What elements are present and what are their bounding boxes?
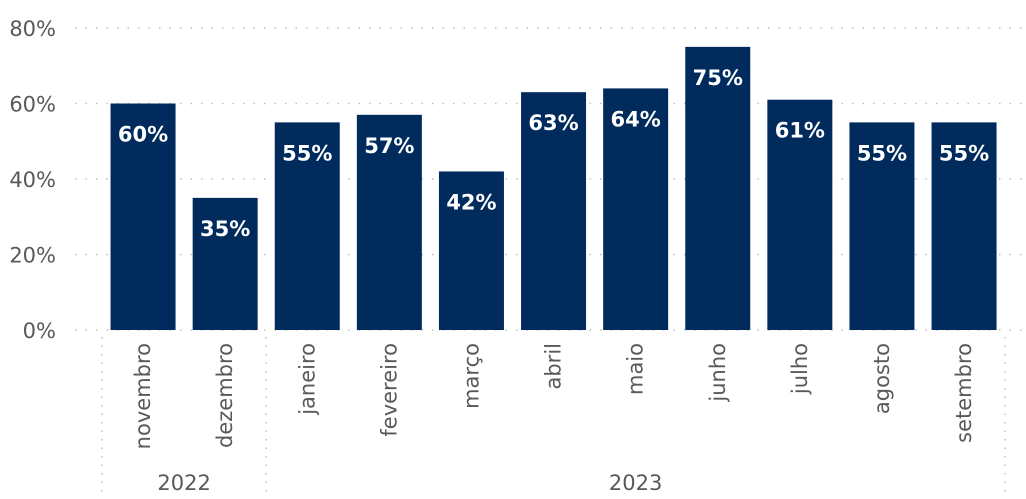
y-tick-label: 20%	[9, 244, 56, 268]
year-groups: 2022 2023	[101, 337, 1006, 495]
bar	[274, 122, 340, 330]
bar	[110, 103, 176, 330]
x-tick-label: dezembro	[213, 343, 237, 448]
x-tick-label: fevereiro	[377, 343, 401, 437]
y-tick-label: 0%	[23, 319, 56, 343]
year-label: 2023	[609, 471, 662, 495]
data-label: 63%	[528, 111, 578, 135]
bar	[767, 99, 833, 330]
x-tick-label: maio	[624, 343, 648, 395]
data-label: 64%	[611, 107, 661, 131]
data-label: 55%	[939, 141, 989, 165]
bar	[192, 197, 258, 330]
data-label: 61%	[775, 119, 825, 143]
data-label: 55%	[282, 141, 332, 165]
x-tick-label: agosto	[870, 343, 894, 414]
bar	[931, 122, 997, 330]
bar	[356, 114, 422, 330]
x-tick-label: março	[459, 343, 483, 409]
bar	[685, 46, 751, 330]
x-axis-ticks: novembro dezembro janeiro fevereiro março abr…	[131, 343, 976, 449]
bar	[849, 122, 915, 330]
x-tick-label: novembro	[131, 343, 155, 449]
data-label: 60%	[118, 123, 168, 147]
y-axis-ticks: 0% 20% 40% 60% 80%	[9, 17, 56, 343]
x-tick-label: abril	[542, 343, 566, 390]
data-label: 75%	[693, 66, 743, 90]
y-tick-label: 40%	[9, 168, 56, 192]
x-tick-label: janeiro	[295, 343, 319, 416]
x-tick-label: junho	[706, 343, 730, 403]
data-label: 55%	[857, 141, 907, 165]
x-tick-label: setembro	[952, 343, 976, 443]
data-label: 57%	[364, 134, 414, 158]
bar	[521, 92, 587, 330]
x-tick-label: julho	[788, 343, 812, 395]
bar	[603, 88, 669, 331]
bar	[438, 171, 504, 330]
y-tick-label: 80%	[9, 17, 56, 41]
data-label: 35%	[200, 217, 250, 241]
y-tick-label: 60%	[9, 93, 56, 117]
bars: 60% 35% 55% 57% 42% 63% 64% 75% 61% 55% 55%	[110, 46, 997, 331]
year-label: 2022	[157, 471, 210, 495]
data-label: 42%	[446, 190, 496, 214]
